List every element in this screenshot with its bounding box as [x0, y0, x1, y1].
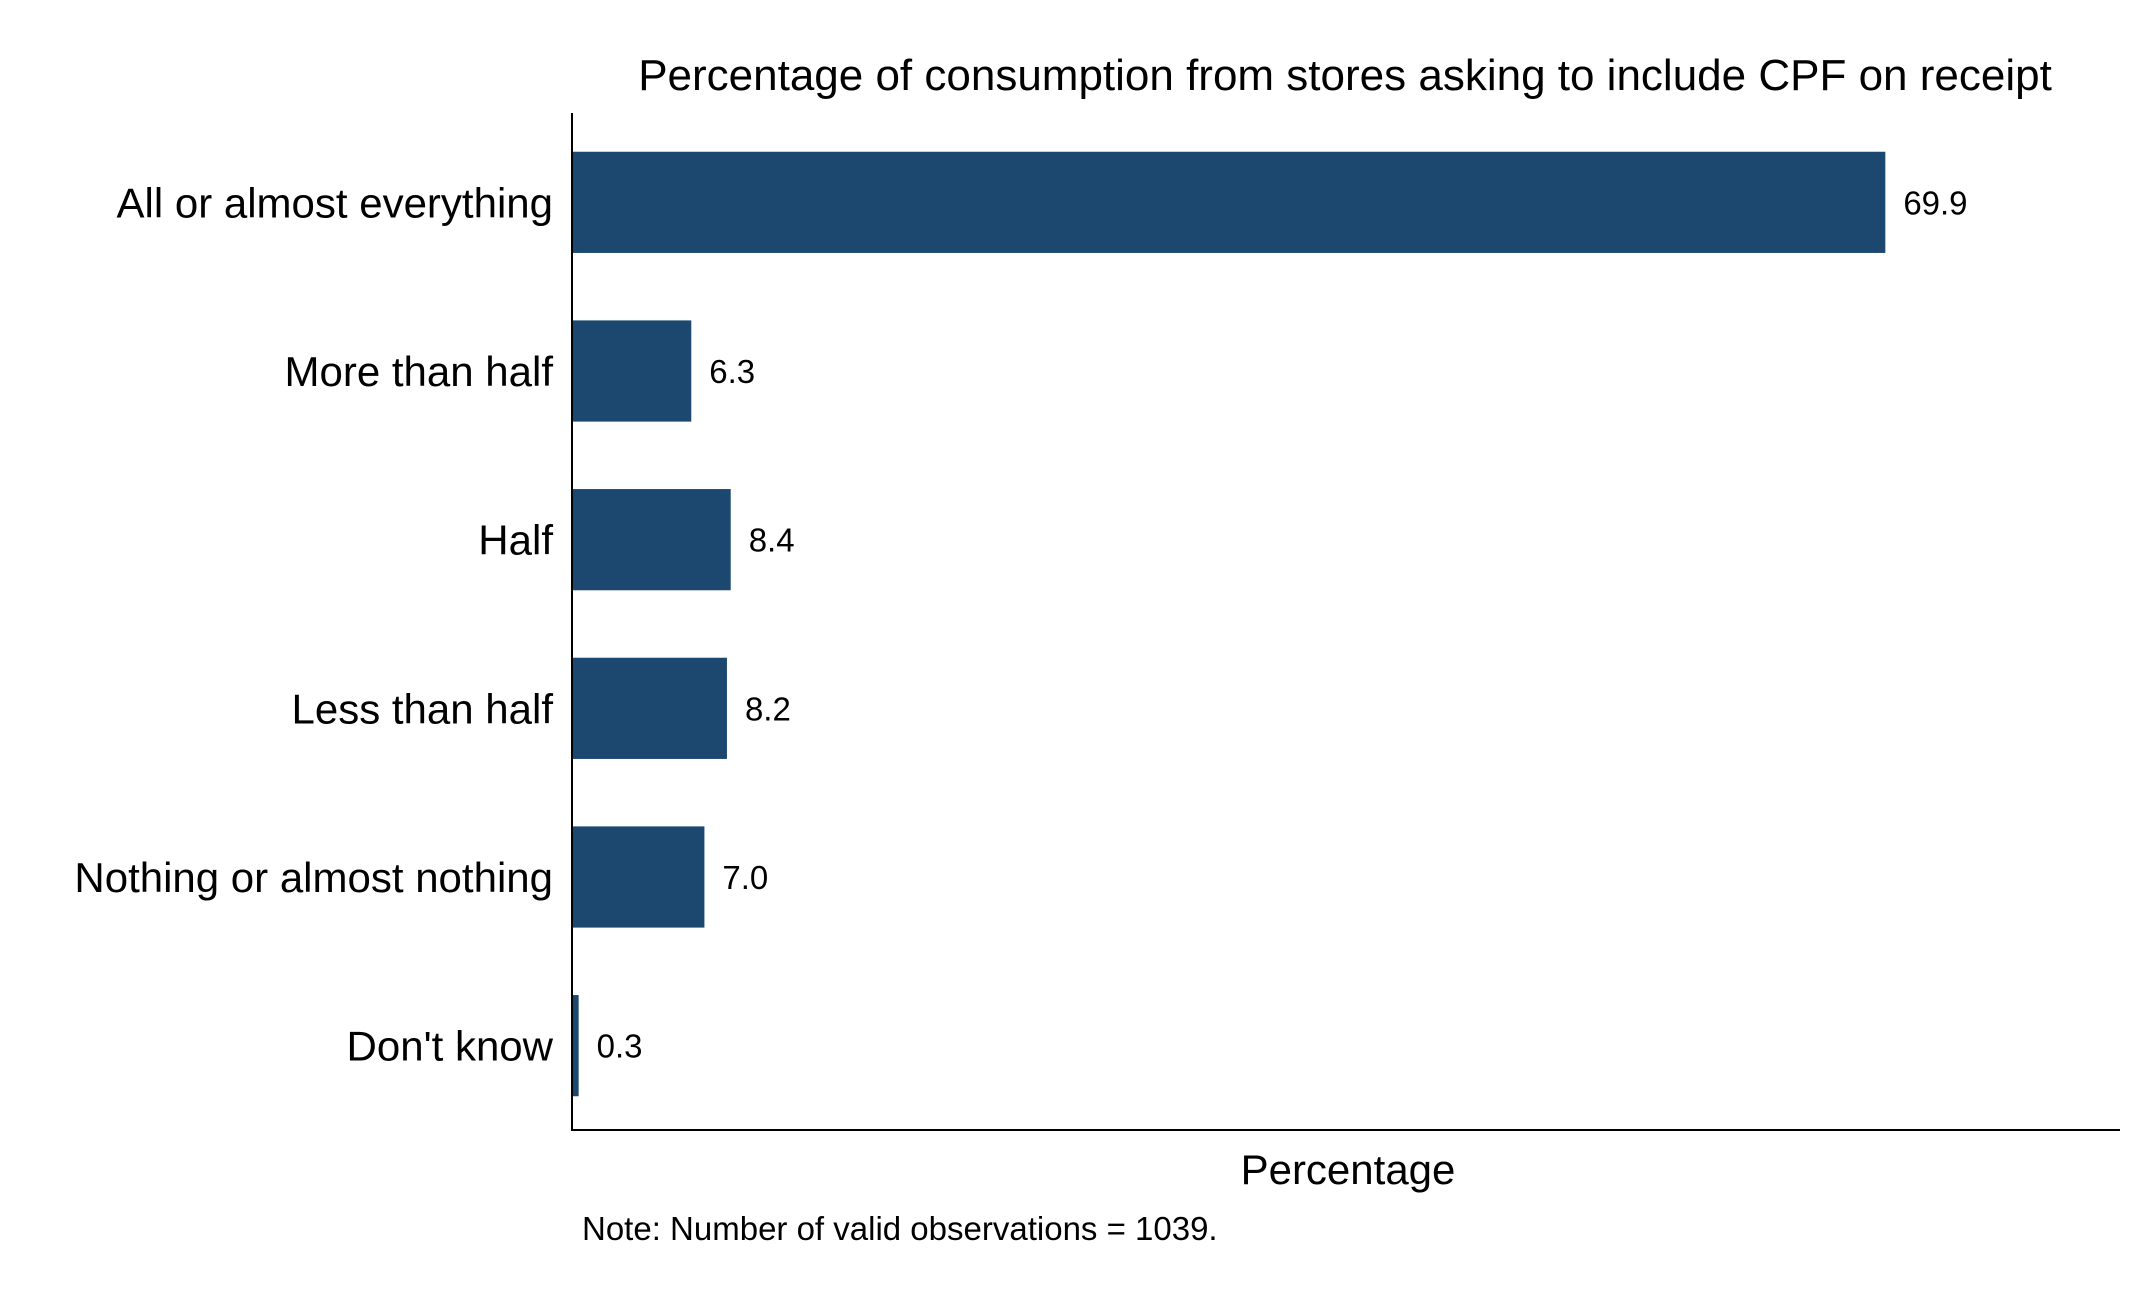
x-axis-label: Percentage: [1241, 1146, 1456, 1193]
value-labels-group: 69.9 6.3 8.4 8.2 7.0 0.3: [597, 184, 1968, 1064]
bar: [573, 320, 692, 422]
chart-title: Percentage of consumption from stores as…: [638, 51, 2052, 100]
category-label: Don't know: [347, 1023, 554, 1070]
bar: [573, 995, 579, 1097]
value-label: 7.0: [722, 859, 768, 896]
category-label: Nothing or almost nothing: [74, 854, 553, 901]
bar: [573, 489, 731, 591]
category-label: Half: [478, 517, 553, 564]
value-label: 0.3: [597, 1028, 643, 1065]
category-labels-group: All or almost everything More than half Ha…: [74, 179, 553, 1069]
category-label: All or almost everything: [116, 179, 553, 226]
bar: [573, 151, 1886, 253]
chart-note: Note: Number of valid observations = 103…: [582, 1210, 1218, 1247]
category-label: More than half: [285, 348, 554, 395]
value-label: 69.9: [1903, 184, 1967, 221]
bar: [573, 657, 727, 759]
category-label: Less than half: [291, 685, 553, 732]
value-label: 6.3: [709, 353, 755, 390]
bar: [573, 826, 705, 928]
value-label: 8.2: [745, 690, 791, 727]
value-label: 8.4: [749, 522, 795, 559]
bars-group: [573, 151, 1886, 1097]
